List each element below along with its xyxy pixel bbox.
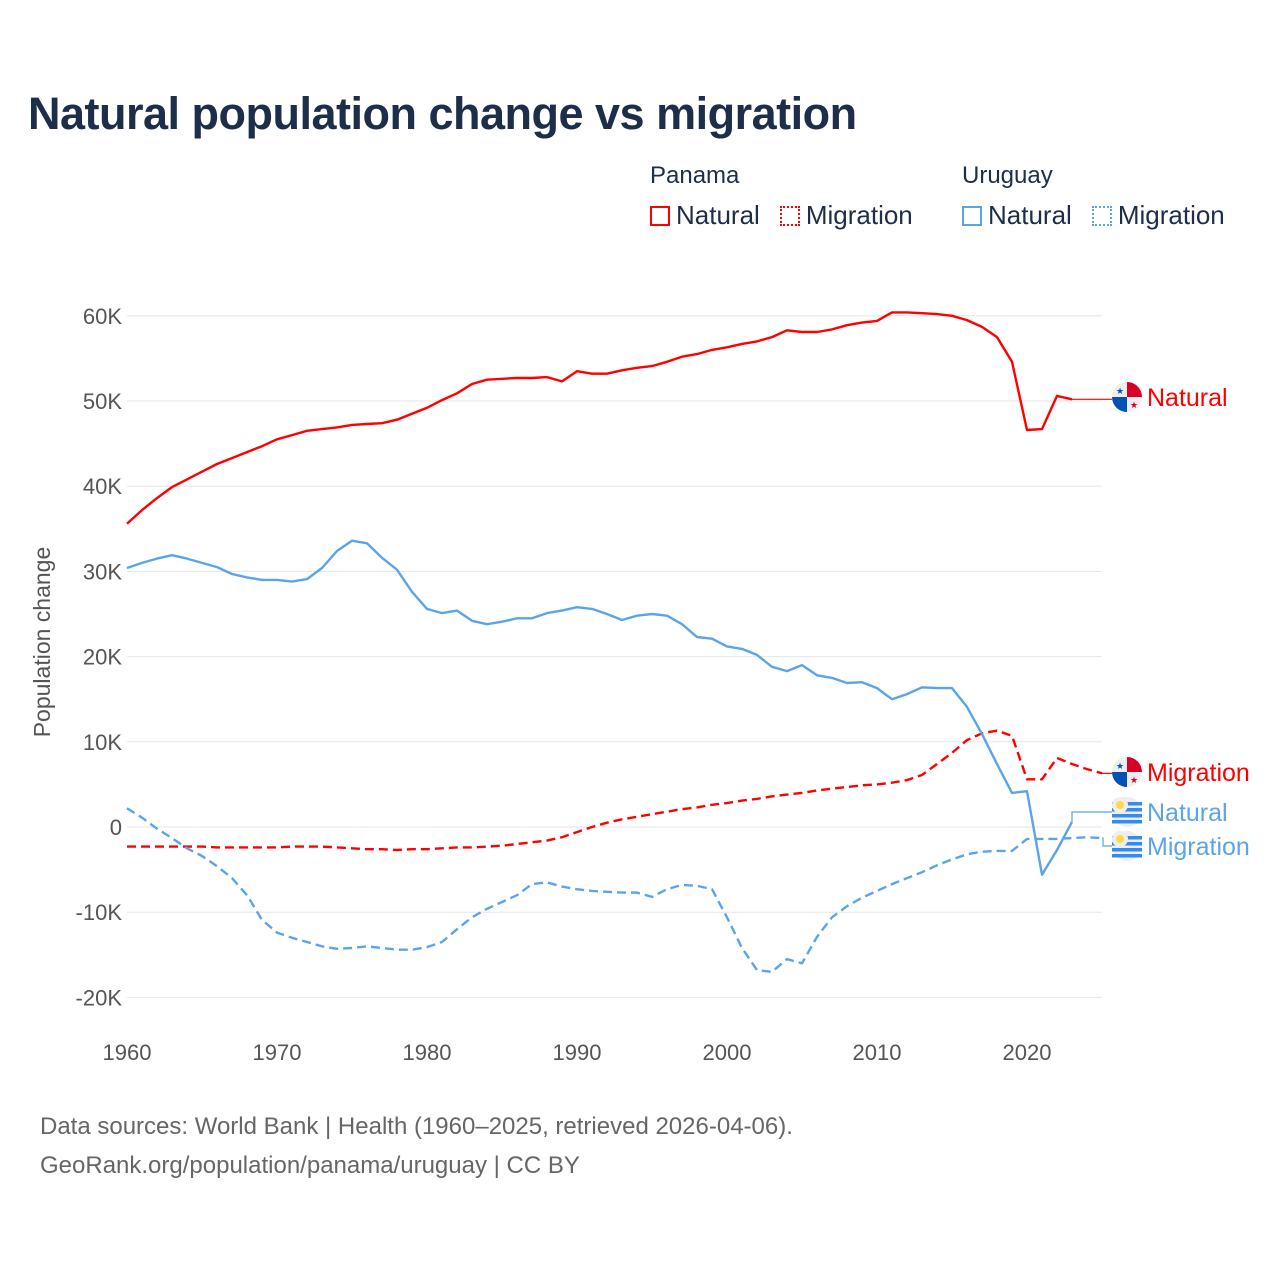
legend-label: Migration: [805, 200, 913, 230]
uruguay-flag-icon: [1112, 797, 1142, 827]
legend-label: Natural: [676, 200, 760, 230]
y-tick-label: 40K: [83, 474, 122, 499]
y-tick-label: -10K: [76, 900, 123, 925]
flag-stripe: [1112, 848, 1142, 852]
legend-swatch-solid: [650, 205, 670, 226]
uruguay-flag-icon: [1112, 831, 1142, 861]
flag-quarter: [1112, 397, 1127, 412]
y-tick-label: -20K: [76, 985, 123, 1010]
legend-heading: Uruguay: [962, 162, 1053, 189]
flag-quarter: [1112, 772, 1127, 787]
series-end-label: Migration: [1147, 833, 1250, 861]
x-tick-label: 2000: [703, 1040, 752, 1065]
y-tick-label: 20K: [83, 645, 122, 670]
label-connector: [1102, 837, 1112, 847]
series-end-label: Natural: [1147, 384, 1228, 412]
flag-stripe: [1112, 814, 1142, 818]
chart-title: Natural population change vs migration: [28, 88, 857, 139]
flag-stripe: [1112, 820, 1142, 824]
legend-swatch-dotted: [1091, 205, 1112, 226]
legend-item-panama-natural[interactable]: Natural: [650, 200, 760, 231]
legend-item-panama-migration[interactable]: Migration: [779, 200, 913, 231]
series-line-uruguay-natural: [126, 539, 1074, 876]
series-line-uruguay-migration: [126, 807, 1103, 973]
legend-item-uruguay-natural[interactable]: Natural: [962, 200, 1072, 231]
legend-swatch-solid: [962, 205, 982, 226]
legend-group-panama: Panama Natural Migration: [650, 162, 913, 231]
y-tick-label: 10K: [83, 730, 122, 755]
flag-sun: [1116, 801, 1124, 809]
footer: Data sources: World Bank | Health (1960–…: [40, 1107, 793, 1185]
legend-group-uruguay: Uruguay Natural Migration: [962, 162, 1225, 231]
legend-heading: Panama: [650, 162, 740, 189]
flag-quarter: [1127, 382, 1142, 397]
panama-flag-icon: ★★: [1112, 382, 1142, 412]
flag-sun: [1116, 835, 1124, 843]
y-tick-label: 0: [110, 815, 122, 840]
flag-star: ★: [1116, 386, 1124, 396]
legend-swatch-dotted: [779, 205, 800, 226]
flag-star: ★: [1130, 775, 1138, 785]
legend-label: Natural: [988, 200, 1072, 230]
x-tick-label: 1960: [103, 1040, 152, 1065]
panama-flag-icon: ★★: [1112, 757, 1142, 787]
x-tick-label: 2020: [1003, 1040, 1052, 1065]
y-axis-label: Population change: [29, 547, 55, 738]
x-tick-label: 1980: [403, 1040, 452, 1065]
series-end-label: Migration: [1147, 759, 1250, 787]
flag-quarter: [1127, 757, 1142, 772]
y-tick-label: 50K: [83, 389, 122, 414]
x-tick-label: 1970: [253, 1040, 302, 1065]
y-tick-label: 60K: [83, 304, 122, 329]
series-line-panama-migration: [127, 729, 1103, 852]
legend-item-uruguay-migration[interactable]: Migration: [1091, 200, 1225, 231]
flag-stripe: [1112, 808, 1142, 812]
label-connector: [1071, 811, 1112, 822]
y-tick-label: 30K: [83, 559, 122, 584]
flag-star: ★: [1130, 400, 1138, 410]
footer-sources: Data sources: World Bank | Health (1960–…: [40, 1113, 793, 1140]
x-tick-label: 2010: [853, 1040, 902, 1065]
legend-label: Migration: [1117, 200, 1225, 230]
footer-attribution: GeoRank.org/population/panama/uruguay | …: [40, 1152, 580, 1179]
series-end-label: Natural: [1147, 799, 1228, 827]
series-line-panama-natural: [126, 311, 1073, 525]
flag-stripe: [1112, 842, 1142, 846]
flag-stripe: [1112, 854, 1142, 858]
flag-star: ★: [1116, 761, 1124, 771]
x-tick-label: 1990: [553, 1040, 602, 1065]
